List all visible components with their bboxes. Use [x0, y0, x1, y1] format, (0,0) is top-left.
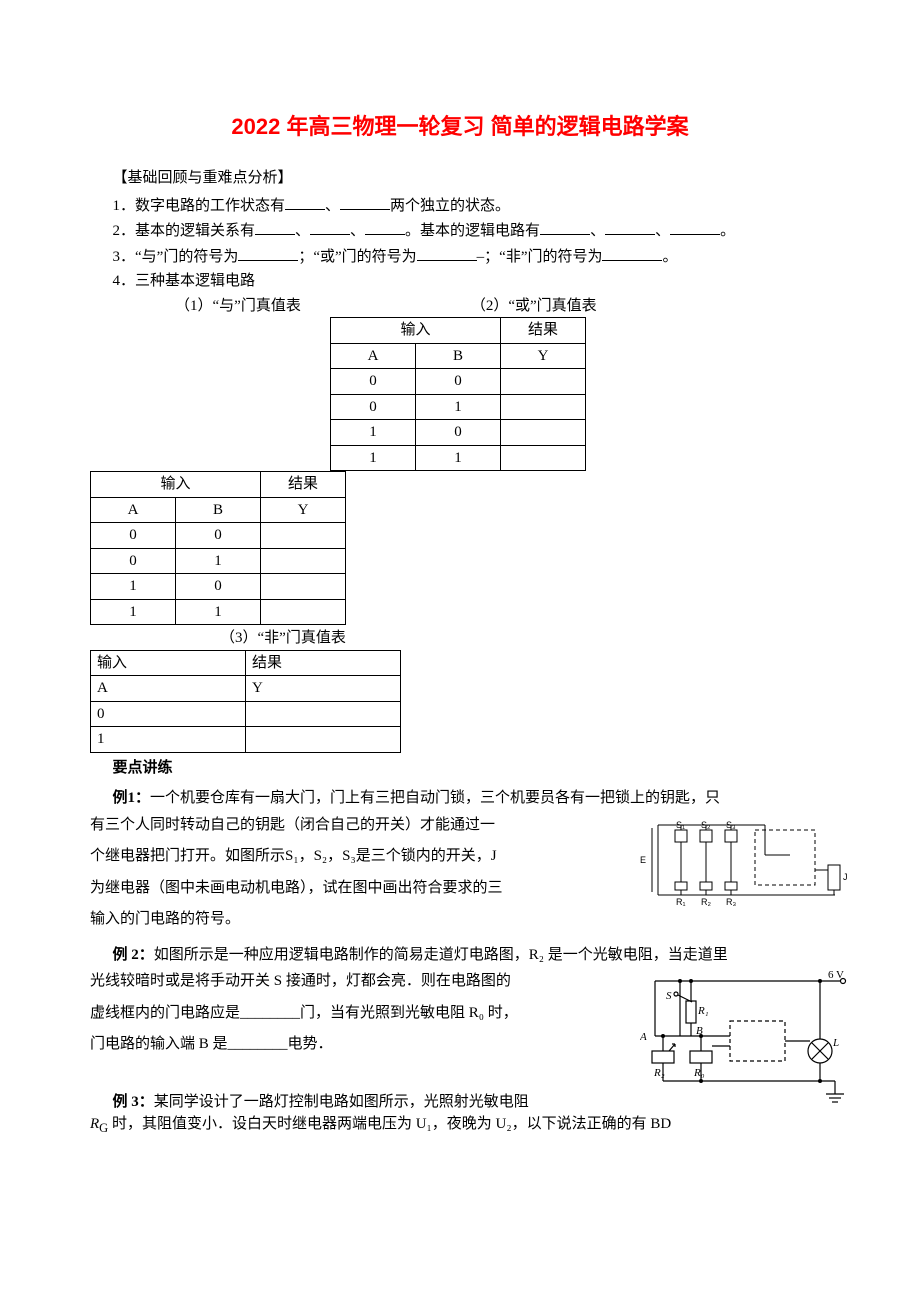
- not-truth-table: 输入 结果 AY 0 1: [90, 650, 401, 753]
- ex2-line: 虚线框内的门电路应是________门，当有光照到光敏电阻 R₀ 时，: [90, 998, 610, 1030]
- fig2-label-r1: R₁: [697, 1005, 709, 1017]
- ex1-label: 例1：: [113, 790, 151, 806]
- and-col-y: Y: [261, 497, 346, 523]
- or-caption: （2）“或”门真值表: [471, 295, 597, 318]
- fig1-label-r1: R₁: [676, 897, 686, 907]
- and-cell: 1: [91, 574, 176, 600]
- or-cell: [501, 445, 586, 471]
- truth-captions-row: （1）“与”门真值表 （2）“或”门真值表: [90, 295, 830, 318]
- ex2-line: 光线较暗时或是将手动开关 S 接通时，灯都会亮．则在电路图的: [90, 966, 610, 998]
- ex3-label: 例 3：: [113, 1094, 154, 1110]
- or-cell: [501, 420, 586, 446]
- and-cell: 0: [176, 523, 261, 549]
- fig1-label-r2: R₂: [701, 897, 711, 907]
- and-table-wrap: 输入 结果 A B Y 00 01 10 11: [90, 471, 830, 625]
- ex1-line: 为继电器（图中未画电动机电路），试在图中画出符合要求的三: [90, 873, 610, 905]
- fig1-label-s2: S₂: [701, 820, 711, 830]
- or-cell: 0: [331, 394, 416, 420]
- or-cell: 0: [416, 369, 501, 395]
- or-table-wrap: 输入 结果 A B Y 00 01 10 11: [330, 317, 830, 471]
- and-cell: 1: [176, 548, 261, 574]
- and-cell: 0: [91, 548, 176, 574]
- and-col-a: A: [91, 497, 176, 523]
- points-heading: 要点讲练: [90, 757, 830, 780]
- ex1-line: 输入的门电路的符号。: [90, 904, 610, 936]
- fig1-label-s3: S₃: [726, 820, 736, 830]
- or-cell: 1: [416, 445, 501, 471]
- ex1-line: 有三个人同时转动自己的钥匙（闭合自己的开关）才能通过一: [90, 810, 610, 842]
- fig2-label-l: L: [832, 1037, 839, 1049]
- or-cell: 1: [331, 420, 416, 446]
- or-result-header: 结果: [501, 318, 586, 344]
- not-caption: （3）“非”门真值表: [220, 627, 830, 650]
- fig2-label-r0: R₀: [693, 1067, 705, 1079]
- ex3-first-line: 某同学设计了一路灯控制电路如图所示，光照射光敏电阻: [154, 1094, 529, 1110]
- example-3: 例 3：某同学设计了一路灯控制电路如图所示，光照射光敏电阻 RG 时，其阻值变小…: [90, 1091, 830, 1138]
- and-input-header: 输入: [91, 472, 261, 498]
- and-result-header: 结果: [261, 472, 346, 498]
- not-cell: 0: [91, 701, 246, 727]
- and-cell: 0: [91, 523, 176, 549]
- ex1-line: 个继电器把门打开。如图所示S₁，S₂，S₃是三个锁内的开关，J: [90, 841, 610, 873]
- and-truth-table: 输入 结果 A B Y 00 01 10 11: [90, 471, 346, 625]
- or-cell: 1: [331, 445, 416, 471]
- and-cell: 0: [176, 574, 261, 600]
- q2: 2．基本的逻辑关系有、、。基本的逻辑电路有、、。: [90, 219, 830, 243]
- or-truth-table: 输入 结果 A B Y 00 01 10 11: [330, 317, 586, 471]
- ex3-line2: RG 时，其阻值变小．设白天时继电器两端电压为 U₁，夜晚为 U₂，以下说法正确…: [90, 1113, 830, 1138]
- page-title: 2022 年高三物理一轮复习 简单的逻辑电路学案: [90, 110, 830, 143]
- fig2-label-6v: 6 V: [828, 969, 844, 981]
- fig2-label-s: S: [666, 990, 672, 1002]
- or-cell: 1: [416, 394, 501, 420]
- not-cell: 1: [91, 727, 246, 753]
- and-cell: 1: [176, 599, 261, 625]
- and-cell: [261, 574, 346, 600]
- fig2-label-r2: R₂: [653, 1067, 665, 1079]
- example-2: 例 2：如图所示是一种应用逻辑电路制作的简易走道灯电路图，R₂ 是一个光敏电阻，…: [90, 944, 830, 1061]
- fig1-label-r3: R₃: [726, 897, 736, 907]
- q4: 4．三种基本逻辑电路: [90, 270, 830, 293]
- q3: 3．“与”门的符号为；“或”门的符号为–；“非”门的符号为。: [90, 245, 830, 269]
- q1: 1．数字电路的工作状态有、两个独立的状态。: [90, 194, 830, 218]
- or-input-header: 输入: [331, 318, 501, 344]
- fig1-label-j: J: [843, 872, 848, 882]
- section-heading: 【基础回顾与重难点分析】: [90, 167, 830, 190]
- fig1-label-s1: S₁: [676, 820, 685, 830]
- or-cell: 0: [331, 369, 416, 395]
- or-col-a: A: [331, 343, 416, 369]
- and-cell: 1: [91, 599, 176, 625]
- ex2-first-line: 如图所示是一种应用逻辑电路制作的简易走道灯电路图，R₂ 是一个光敏电阻，当走道里: [154, 947, 728, 963]
- not-cell: [246, 727, 401, 753]
- fig1-label-e: E: [640, 855, 646, 865]
- fig2-label-a: A: [640, 1031, 647, 1043]
- or-cell: [501, 394, 586, 420]
- and-cell: [261, 523, 346, 549]
- or-cell: 0: [416, 420, 501, 446]
- not-cell: [246, 701, 401, 727]
- example-1: 例1：一个机要仓库有一扇大门，门上有三把自动门锁，三个机要员各有一把锁上的钥匙，…: [90, 787, 830, 936]
- not-result-header: 结果: [246, 650, 401, 676]
- or-col-b: B: [416, 343, 501, 369]
- and-cell: [261, 599, 346, 625]
- ex2-line: 门电路的输入端 B 是________电势．: [90, 1029, 610, 1061]
- or-col-y: Y: [501, 343, 586, 369]
- or-cell: [501, 369, 586, 395]
- ex2-label: 例 2：: [113, 947, 154, 963]
- and-col-b: B: [176, 497, 261, 523]
- ex1-figure: E S₁ S₂ S₃ R₁ R₂ R₃ J: [640, 810, 860, 910]
- not-cell: Y: [246, 676, 401, 702]
- not-cell: A: [91, 676, 246, 702]
- and-caption: （1）“与”门真值表: [175, 295, 301, 318]
- and-cell: [261, 548, 346, 574]
- not-input-header: 输入: [91, 650, 246, 676]
- ex1-first-line: 一个机要仓库有一扇大门，门上有三把自动门锁，三个机要员各有一把锁上的钥匙，只: [150, 790, 720, 806]
